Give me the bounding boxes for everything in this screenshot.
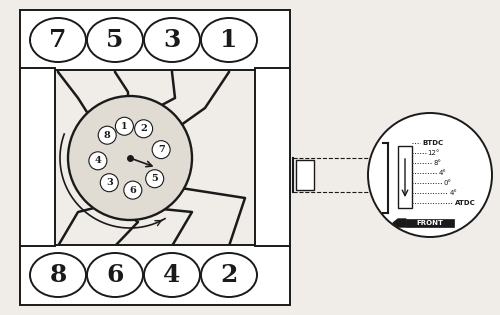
Text: ATDC: ATDC [455,200,476,206]
Text: 0°: 0° [444,180,452,186]
Bar [20,68,55,246]
Ellipse shape [30,18,86,62]
FancyArrow shape [393,219,406,227]
Circle shape [152,141,170,159]
Bar [20,10,290,70]
Text: 3: 3 [164,28,180,52]
Circle shape [124,181,142,199]
Bar [296,160,314,190]
Ellipse shape [30,253,86,297]
Text: 8: 8 [104,131,110,140]
Text: 5: 5 [106,28,124,52]
Circle shape [146,170,164,188]
Circle shape [98,126,116,144]
Ellipse shape [201,18,257,62]
Text: 2: 2 [140,124,147,133]
Ellipse shape [87,18,143,62]
Text: 6: 6 [106,263,124,287]
Ellipse shape [201,253,257,297]
Ellipse shape [144,18,200,62]
Text: 12°: 12° [428,150,440,156]
Circle shape [368,113,492,237]
Text: 4°: 4° [450,190,458,196]
Circle shape [100,174,118,192]
Ellipse shape [144,253,200,297]
Text: BTDC: BTDC [422,140,443,146]
Ellipse shape [87,253,143,297]
Circle shape [68,96,192,220]
Circle shape [116,117,134,135]
Text: 8°: 8° [433,160,441,166]
Text: 1: 1 [121,122,128,131]
Text: FRONT: FRONT [416,220,444,226]
Circle shape [89,152,107,170]
Text: 8: 8 [50,263,66,287]
Text: 7: 7 [158,145,164,154]
Bar [406,219,454,227]
Text: 4°: 4° [438,170,446,176]
Text: 3: 3 [106,178,112,187]
Circle shape [134,120,152,138]
Text: 2: 2 [220,263,238,287]
Text: 6: 6 [130,186,136,195]
Text: 5: 5 [152,174,158,183]
Bar [20,245,290,305]
Text: 1: 1 [220,28,238,52]
Bar [255,68,290,246]
Bar [398,146,412,208]
Text: 7: 7 [50,28,66,52]
Text: 4: 4 [94,156,102,165]
Text: 4: 4 [164,263,180,287]
